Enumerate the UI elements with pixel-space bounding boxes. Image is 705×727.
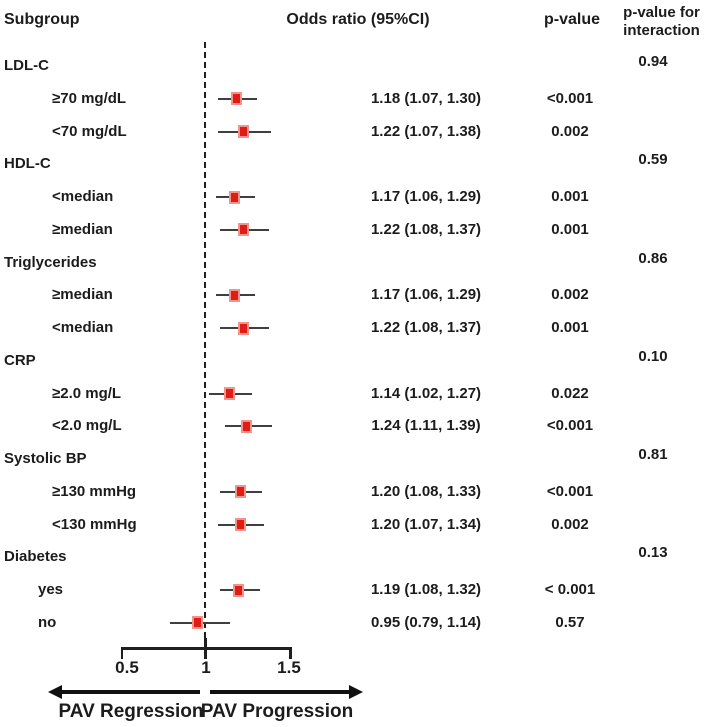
- subgroup-item-label: ≥2.0 mg/L: [52, 384, 122, 402]
- odds-ratio-marker: [237, 321, 249, 335]
- subgroup-item-label: <median: [52, 188, 114, 205]
- odds-ratio-ci-text: 1.18 (1.07, 1.30): [370, 89, 482, 107]
- odds-ratio-marker: [192, 616, 203, 630]
- subgroup-item-label: yes: [38, 581, 64, 598]
- odds-ratio-ci-text: 0.95 (0.79, 1.14): [370, 613, 482, 631]
- p-value-text: 0.57: [555, 613, 585, 631]
- pav-regression-label: PAV Regression: [58, 701, 204, 722]
- x-axis-tick-center: [204, 638, 207, 659]
- x-axis-tick-label-1: 1: [201, 658, 211, 677]
- odds-ratio-ci-text: 1.17 (1.06, 1.29): [370, 286, 482, 304]
- column-header-odds-ratio: Odds ratio (95%CI): [286, 11, 430, 28]
- odds-ratio-marker: [241, 419, 253, 433]
- odds-ratio-ci-text: 1.22 (1.07, 1.38): [370, 122, 482, 140]
- subgroup-category-label: LDL-C: [4, 57, 49, 74]
- column-header-p-interaction: p-value for interaction: [618, 4, 705, 40]
- odds-ratio-ci-text: 1.20 (1.07, 1.34): [370, 515, 482, 533]
- p-value-text: 0.001: [551, 319, 589, 336]
- x-axis-tick-left: [120, 647, 123, 659]
- reference-line-or-1: [204, 42, 206, 642]
- odds-ratio-ci-text: 1.22 (1.08, 1.37): [370, 319, 482, 336]
- subgroup-item-label: <2.0 mg/L: [52, 417, 122, 435]
- interaction-p-value: 0.94: [638, 53, 668, 70]
- left-arrow-line: [60, 690, 200, 694]
- x-axis-tick-label-15: 1.5: [277, 658, 301, 677]
- p-value-text: 0.002: [551, 122, 589, 140]
- p-value-text: 0.002: [551, 515, 589, 533]
- interaction-p-value: 0.59: [638, 151, 668, 169]
- subgroup-category-label: Systolic BP: [4, 450, 87, 467]
- subgroup-item-label: <median: [52, 319, 114, 336]
- p-value-text: 0.001: [551, 188, 589, 205]
- odds-ratio-ci-text: 1.24 (1.11, 1.39): [371, 417, 481, 435]
- column-header-subgroup: Subgroup: [4, 11, 80, 28]
- subgroup-item-label: ≥median: [52, 220, 113, 238]
- right-arrow-line: [210, 690, 350, 694]
- x-axis-tick-right: [289, 647, 292, 659]
- p-value-text: 0.002: [551, 286, 589, 304]
- odds-ratio-ci-text: 1.14 (1.02, 1.27): [370, 384, 482, 402]
- interaction-p-value: 0.13: [638, 544, 668, 562]
- interaction-p-value: 0.10: [638, 347, 668, 365]
- odds-ratio-marker: [234, 518, 246, 531]
- p-value-text: <0.001: [546, 417, 594, 435]
- subgroup-category-label: Diabetes: [4, 548, 67, 566]
- subgroup-category-label: HDL-C: [4, 155, 51, 173]
- x-axis-tick-label-05: 0.5: [115, 658, 139, 677]
- interaction-p-value: 0.86: [638, 249, 668, 267]
- p-value-text: 0.001: [551, 220, 589, 238]
- odds-ratio-ci-text: 1.17 (1.06, 1.29): [370, 188, 482, 205]
- interaction-p-value: 0.81: [638, 446, 668, 463]
- odds-ratio-marker: [237, 125, 249, 138]
- odds-ratio-marker: [229, 190, 241, 204]
- odds-ratio-marker: [231, 92, 243, 106]
- subgroup-item-label: ≥130 mmHg: [52, 482, 137, 500]
- subgroup-category-label: CRP: [4, 351, 36, 369]
- column-header-p-interaction-line1: p-value for: [623, 4, 700, 21]
- left-arrow-icon: [48, 685, 62, 699]
- subgroup-category-label: Triglycerides: [4, 253, 97, 271]
- odds-ratio-marker: [224, 387, 236, 400]
- p-value-text: < 0.001: [544, 581, 596, 598]
- odds-ratio-marker: [237, 223, 249, 237]
- column-header-p-value: p-value: [543, 11, 601, 28]
- odds-ratio-ci-text: 1.22 (1.08, 1.37): [370, 220, 482, 238]
- p-value-text: 0.022: [551, 384, 589, 402]
- odds-ratio-marker: [234, 485, 246, 499]
- odds-ratio-ci-text: 1.19 (1.08, 1.32): [370, 581, 482, 598]
- right-arrow-icon: [349, 685, 363, 699]
- odds-ratio-ci-text: 1.20 (1.08, 1.33): [370, 482, 482, 500]
- subgroup-item-label: ≥median: [52, 286, 113, 304]
- subgroup-item-label: no: [38, 613, 57, 631]
- pav-progression-label: PAV Progression: [200, 701, 354, 722]
- column-header-p-interaction-line2: interaction: [623, 22, 700, 39]
- subgroup-item-label: ≥70 mg/dL: [52, 89, 127, 107]
- odds-ratio-marker: [232, 583, 244, 597]
- p-value-text: <0.001: [546, 89, 594, 107]
- subgroup-item-label: <130 mmHg: [52, 515, 137, 533]
- p-value-text: <0.001: [546, 482, 594, 500]
- odds-ratio-marker: [229, 288, 241, 302]
- subgroup-item-label: <70 mg/dL: [52, 122, 127, 140]
